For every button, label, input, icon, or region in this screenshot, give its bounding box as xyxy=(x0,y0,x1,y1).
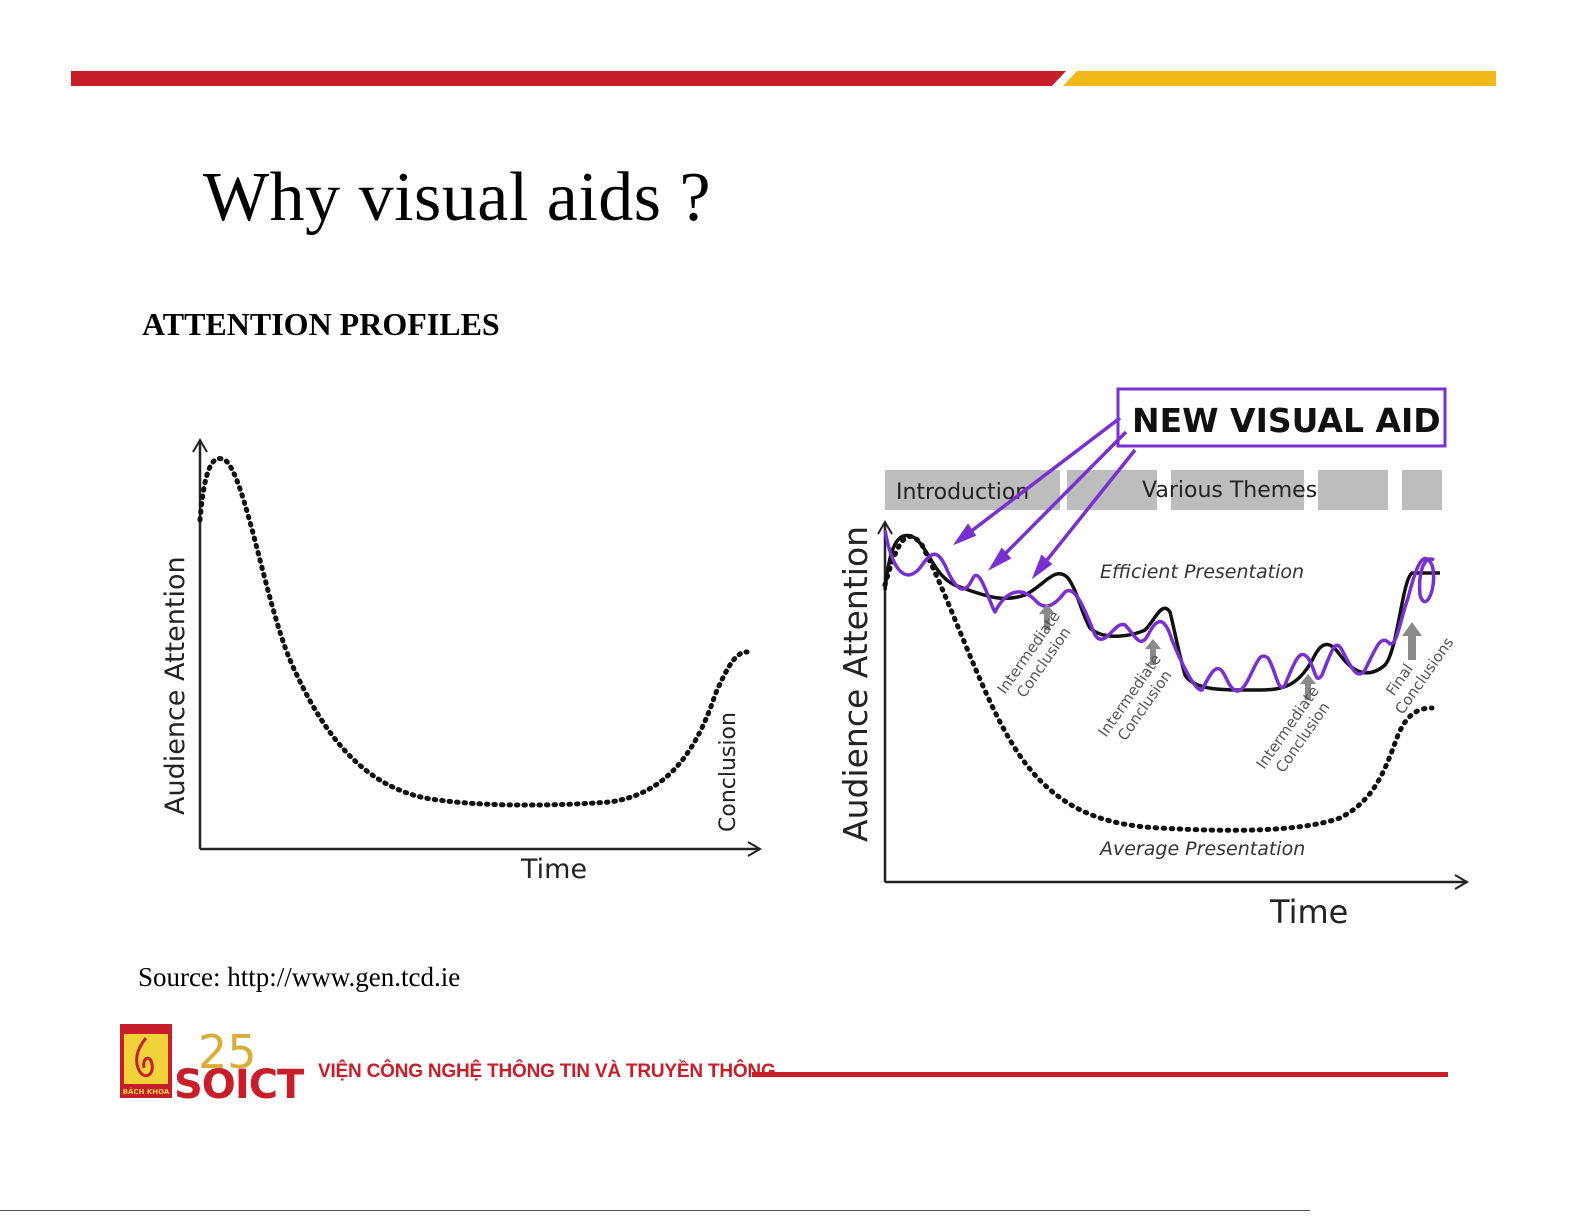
anniversary-25: 25 xyxy=(198,1025,257,1079)
callout-arrow-1 xyxy=(955,416,1122,544)
callout-arrow-3-head xyxy=(1031,554,1053,580)
soict-logo: 25 SOICT xyxy=(174,1025,304,1102)
callout-arrow-2-head xyxy=(988,547,1012,571)
right-y-axis-label: Audience Attention xyxy=(836,526,875,842)
left-y-axis-label: Audience Attention xyxy=(160,556,191,815)
section-label-various-themes: Various Themes xyxy=(1142,478,1317,503)
right-attention-figure: Introduction Various Themes NEW VISUAL A… xyxy=(836,387,1469,931)
header-color-bar xyxy=(71,71,1496,86)
section-bar-4 xyxy=(1318,470,1388,510)
average-presentation-label: Average Presentation xyxy=(1098,838,1305,860)
marker-arrow-2 xyxy=(1145,639,1161,665)
marker-label-final: Final Conclusions xyxy=(1382,634,1457,718)
callout-arrow-3 xyxy=(1033,448,1137,577)
institute-name: VIỆN CÔNG NGHỆ THÔNG TIN VÀ TRUYỀN THÔNG xyxy=(318,1061,776,1082)
visual-aid-curve xyxy=(883,529,1436,693)
university-logo: BÁCH KHOA xyxy=(120,1024,172,1098)
marker-label-1: Intermediate Conclusion xyxy=(994,608,1075,701)
section-bar-5 xyxy=(1402,470,1442,510)
left-attention-figure: Audience Attention Time Conclusion xyxy=(160,438,762,885)
efficient-presentation-curve xyxy=(883,533,1440,692)
left-y-arrowhead xyxy=(192,438,208,453)
marker-label-3: Intermediate Conclusion xyxy=(1253,683,1334,776)
marker-arrow-3 xyxy=(1300,674,1316,700)
right-x-arrowhead xyxy=(1454,874,1469,890)
footer-red-line xyxy=(752,1072,1448,1077)
section-label-introduction: Introduction xyxy=(896,480,1029,505)
marker-arrow-final xyxy=(1402,622,1422,660)
slide-title: Why visual aids ? xyxy=(203,159,712,236)
section-bar-various-themes xyxy=(1171,470,1304,510)
new-visual-aid-label: NEW VISUAL AID xyxy=(1132,401,1441,440)
header-red-bar xyxy=(71,71,1066,86)
svg-text:BÁCH KHOA: BÁCH KHOA xyxy=(123,1087,170,1096)
callout-arrow-1-head xyxy=(952,523,977,546)
average-presentation-curve xyxy=(882,534,1435,833)
section-subtitle: ATTENTION PROFILES xyxy=(142,306,500,342)
left-attention-curve xyxy=(197,456,750,808)
source-citation: Source: http://www.gen.tcd.ie xyxy=(138,962,461,992)
left-x-arrowhead xyxy=(747,841,762,857)
bottom-rule xyxy=(0,1210,1310,1211)
efficient-presentation-label: Efficient Presentation xyxy=(1100,561,1304,583)
section-bar-introduction xyxy=(885,470,1060,510)
marker-arrow-1 xyxy=(1039,604,1055,630)
left-conclusion-label: Conclusion xyxy=(716,712,741,832)
right-x-axis-label: Time xyxy=(1269,893,1348,931)
left-x-axis-label: Time xyxy=(520,854,587,885)
right-y-arrowhead xyxy=(877,520,893,535)
marker-label-2: Intermediate Conclusion xyxy=(1095,651,1176,744)
header-yellow-bar xyxy=(1063,71,1496,86)
callout-arrow-2 xyxy=(990,430,1128,569)
soict-wordmark: SOICT xyxy=(174,1062,304,1102)
